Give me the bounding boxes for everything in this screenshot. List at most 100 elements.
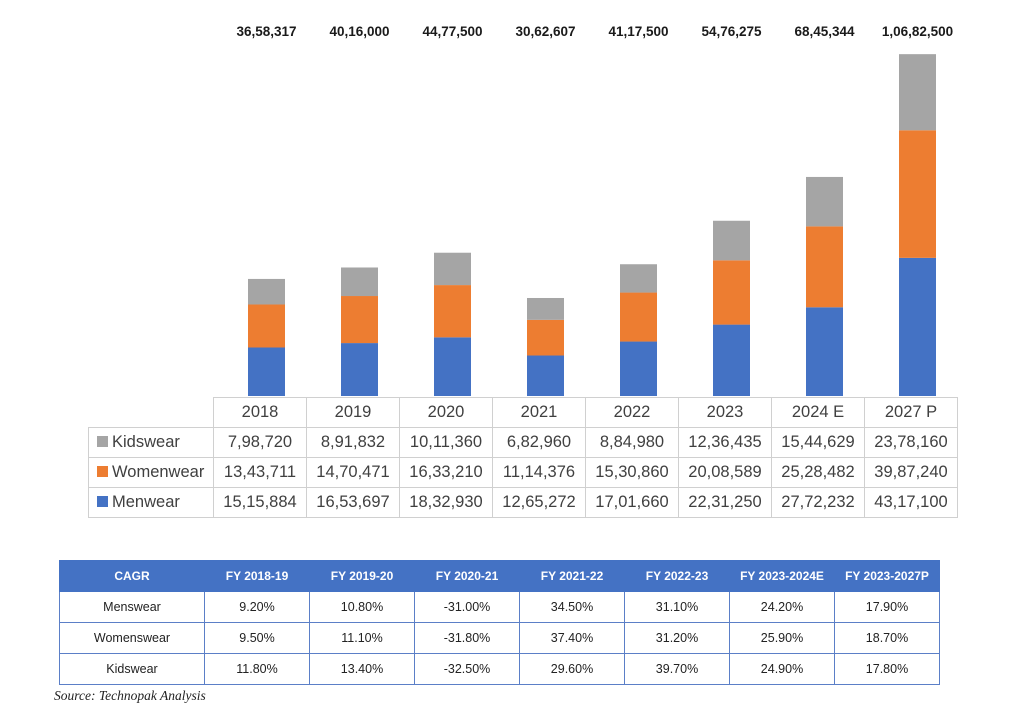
legend-label: Kidswear [112,433,180,451]
data-cell: 39,87,240 [864,457,958,488]
bar-kidswear-2023 [713,220,750,261]
bar-kidswear-2019 [341,267,378,297]
bar-menwear-2020 [434,337,471,396]
bar-kidswear-2022 [620,264,657,293]
bar-womenwear-2019 [341,296,378,344]
category-label: 2021 [492,397,586,428]
category-label: 2018 [213,397,307,428]
data-cell: 11,14,376 [492,457,586,488]
cagr-cell: 37.40% [519,622,625,654]
bar-womenwear-2027-p [899,130,936,258]
bar-kidswear-2027-p [899,54,936,131]
total-label: 36,58,317 [236,24,297,39]
category-label: 2020 [399,397,493,428]
cagr-cell: 34.50% [519,591,625,623]
bar-womenwear-2020 [434,285,471,338]
table-corner [88,397,214,428]
data-cell: 25,28,482 [771,457,865,488]
bar-menwear-2018 [248,347,285,396]
data-cell: 15,44,629 [771,427,865,458]
cagr-row-label: Menswear [59,591,205,623]
stacked-bar-chart [248,54,936,396]
cagr-table: CAGR FY 2018-19 FY 2019-20 FY 2020-21 FY 202… [59,560,940,685]
bar-kidswear-2021 [527,297,564,320]
legend-label: Menwear [112,493,180,511]
cagr-cell: 24.90% [729,653,835,685]
cagr-cell: 24.20% [729,591,835,623]
totals-row: 36,58,317 40,16,000 44,77,500 30,62,607 41,1… [0,0,1024,60]
category-label: 2023 [678,397,772,428]
chart-data-table: 2018 2019 2020 2021 2022 2023 2024 E 2027 P Kids… [88,397,958,518]
cagr-cell: 31.10% [624,591,730,623]
legend-label: Womenwear [112,463,205,481]
bar-womenwear-2021 [527,319,564,356]
bar-menwear-2021 [527,355,564,396]
bar-womenwear-2024-e [806,226,843,308]
data-cell: 14,70,471 [306,457,400,488]
table-row: Menwear 15,15,884 16,53,697 18,32,930 12,65,… [88,487,958,518]
legend-entry: Menwear [88,487,214,518]
data-cell: 18,32,930 [399,487,493,518]
data-cell: 8,84,980 [585,427,679,458]
category-label: 2019 [306,397,400,428]
bar-kidswear-2018 [248,278,285,305]
cagr-header-cell: FY 2023-2027P [834,560,940,592]
data-cell: 43,17,100 [864,487,958,518]
cagr-row: Womenswear 9.50% 11.10% -31.80% 37.40% 31.20%… [59,622,940,654]
cagr-cell: -32.50% [414,653,520,685]
total-label: 30,62,607 [515,24,576,39]
table-row: Womenwear 13,43,711 14,70,471 16,33,210 11,1… [88,457,958,488]
cagr-cell: 17.90% [834,591,940,623]
total-label: 44,77,500 [422,24,483,39]
cagr-cell: 39.70% [624,653,730,685]
data-cell: 7,98,720 [213,427,307,458]
total-label: 41,17,500 [608,24,669,39]
cagr-cell: 9.50% [204,622,310,654]
cagr-header-cell: FY 2021-22 [519,560,625,592]
cagr-cell: 9.20% [204,591,310,623]
data-cell: 20,08,589 [678,457,772,488]
cagr-header-row: CAGR FY 2018-19 FY 2019-20 FY 2020-21 FY 202… [59,560,940,592]
cagr-cell: 17.80% [834,653,940,685]
cagr-header-cell: FY 2023-2024E [729,560,835,592]
bar-menwear-2022 [620,341,657,396]
total-label: 40,16,000 [329,24,390,39]
cagr-header-cell: CAGR [59,560,205,592]
cagr-cell: 29.60% [519,653,625,685]
cagr-header-cell: FY 2018-19 [204,560,310,592]
category-label: 2022 [585,397,679,428]
cagr-header-cell: FY 2022-23 [624,560,730,592]
cagr-row-label: Womenswear [59,622,205,654]
data-cell: 10,11,360 [399,427,493,458]
data-cell: 6,82,960 [492,427,586,458]
bar-menwear-2023 [713,324,750,396]
cagr-cell: 11.80% [204,653,310,685]
bar-kidswear-2024-e [806,176,843,227]
total-label: 1,06,82,500 [881,24,954,39]
data-cell: 17,01,660 [585,487,679,518]
bar-womenwear-2022 [620,292,657,342]
cagr-cell: -31.80% [414,622,520,654]
data-cell: 12,36,435 [678,427,772,458]
data-cell: 27,72,232 [771,487,865,518]
bar-womenwear-2018 [248,304,285,348]
data-cell: 23,78,160 [864,427,958,458]
cagr-cell: 25.90% [729,622,835,654]
bar-womenwear-2023 [713,260,750,325]
data-cell: 12,65,272 [492,487,586,518]
category-label: 2027 P [864,397,958,428]
bar-kidswear-2020 [434,252,471,286]
cagr-cell: 10.80% [309,591,415,623]
bar-menwear-2027-p [899,257,936,396]
cagr-row: Kidswear 11.80% 13.40% -32.50% 29.60% 39.70% 2… [59,653,940,685]
bar-menwear-2019 [341,343,378,396]
category-label: 2024 E [771,397,865,428]
cagr-cell: -31.00% [414,591,520,623]
data-cell: 16,53,697 [306,487,400,518]
legend-swatch [97,466,108,477]
cagr-cell: 13.40% [309,653,415,685]
cagr-row: Menswear 9.20% 10.80% -31.00% 34.50% 31.10% 24… [59,591,940,623]
legend-swatch [97,496,108,507]
cagr-cell: 11.10% [309,622,415,654]
table-header-row: 2018 2019 2020 2021 2022 2023 2024 E 2027 P [88,397,958,428]
